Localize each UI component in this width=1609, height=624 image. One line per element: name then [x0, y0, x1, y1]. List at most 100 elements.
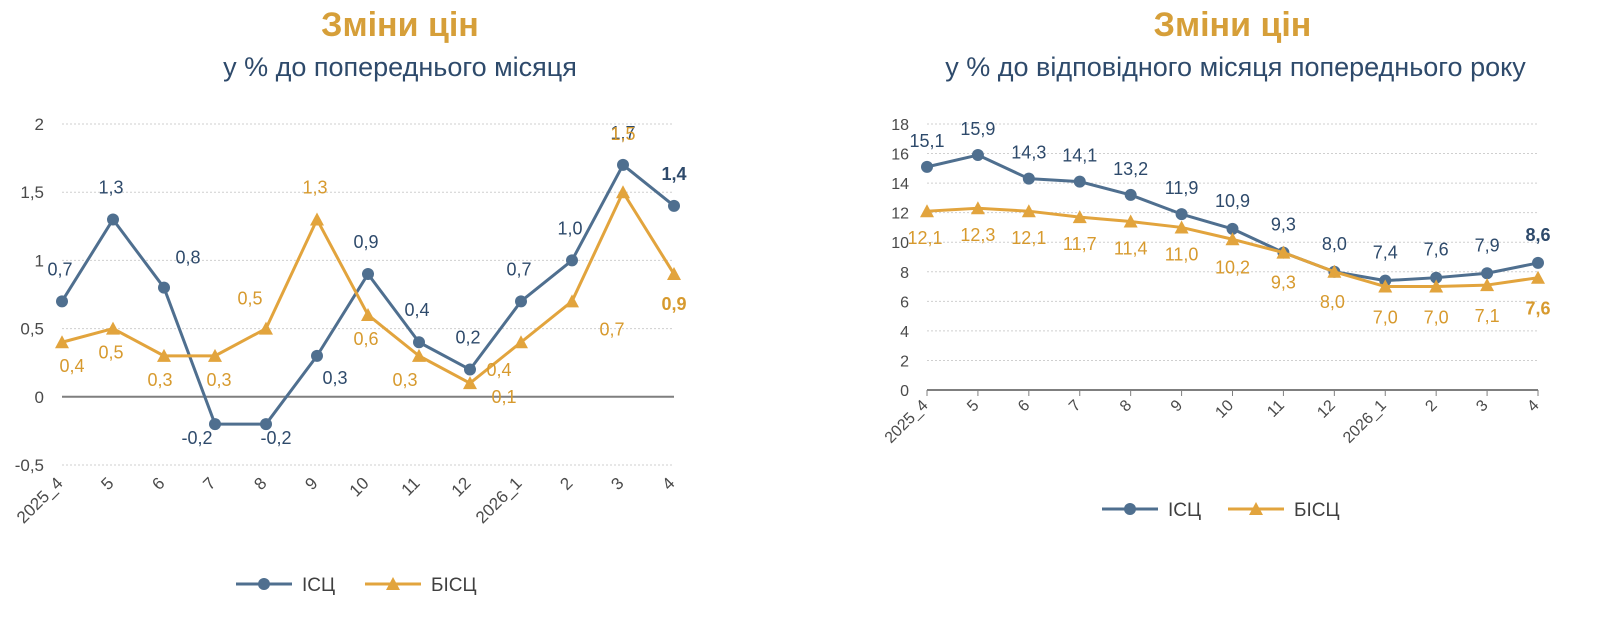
data-label-bisc: 7,0: [1373, 308, 1398, 328]
data-label-isc: 8,6: [1525, 225, 1550, 245]
data-label-isc: 1,4: [661, 164, 686, 184]
data-point-isc: [515, 295, 527, 308]
y-tick-label: 0: [35, 388, 44, 407]
x-tick-label: 5: [964, 397, 982, 415]
data-label-bisc: 0,1: [491, 387, 516, 407]
data-label-isc: 14,3: [1011, 143, 1046, 163]
legend-marker-isc: [1124, 503, 1136, 515]
x-tick-label: 5: [97, 474, 117, 494]
data-point-bisc: [463, 376, 477, 390]
x-tick-label: 3: [607, 474, 627, 494]
data-point-isc: [362, 268, 374, 281]
x-tick-label: 2026_1: [1340, 397, 1390, 447]
chart-subtitle: у % до попереднього місяця: [223, 52, 577, 82]
data-label-bisc: 0,4: [486, 360, 511, 380]
data-label-isc: 15,9: [960, 119, 995, 139]
data-label-bisc: 0,5: [237, 289, 262, 309]
x-tick-label: 9: [301, 474, 321, 494]
chart-title: Зміни цін: [321, 6, 479, 44]
data-label-isc: 8,0: [1322, 234, 1347, 254]
data-label-bisc: 0,3: [392, 370, 417, 390]
data-point-isc: [566, 254, 578, 267]
chart-title: Зміни цін: [1153, 6, 1312, 44]
data-point-isc: [413, 336, 425, 349]
data-label-bisc: 1,3: [302, 177, 327, 197]
x-tick-label: 2: [1422, 397, 1440, 415]
data-point-bisc: [970, 201, 985, 215]
data-point-isc: [1175, 208, 1188, 221]
data-point-bisc: [157, 348, 171, 362]
data-point-bisc: [259, 321, 273, 335]
x-tick-label: 11: [398, 474, 424, 500]
x-tick-label: 7: [1066, 397, 1084, 415]
data-point-isc: [1226, 222, 1239, 235]
legend-label-bisc: БІСЦ: [431, 575, 477, 596]
data-point-bisc: [1327, 264, 1342, 278]
x-tick-label: 8: [250, 474, 270, 494]
data-point-isc: [1022, 172, 1035, 185]
data-point-bisc: [1429, 279, 1444, 293]
data-label-bisc: 0,6: [353, 329, 378, 349]
data-label-isc: 0,9: [353, 232, 378, 252]
data-label-isc: 14,1: [1062, 146, 1097, 166]
data-label-bisc: 1,5: [610, 124, 635, 144]
data-point-bisc: [1021, 204, 1036, 218]
data-label-isc: 1,3: [98, 177, 123, 197]
y-tick-label: 4: [900, 324, 909, 341]
data-point-bisc: [1531, 270, 1545, 284]
data-point-isc: [158, 281, 170, 294]
data-point-bisc: [55, 335, 69, 349]
chart-subtitle: у % до відповідного місяця попереднього …: [945, 52, 1526, 82]
y-tick-label: 0,5: [20, 320, 44, 339]
data-label-bisc: 11,7: [1063, 234, 1097, 254]
data-point-bisc: [1072, 210, 1087, 224]
data-point-isc: [617, 158, 629, 171]
x-tick-label: 7: [199, 474, 219, 494]
data-point-isc: [464, 363, 476, 376]
data-label-bisc: 0,5: [98, 343, 123, 363]
data-label-bisc: 9,3: [1271, 273, 1296, 293]
y-tick-label: 16: [891, 147, 909, 164]
data-point-bisc: [1174, 220, 1189, 234]
y-tick-label: 2: [900, 353, 909, 370]
data-label-isc: 1,0: [557, 218, 582, 238]
data-label-isc: 1,7: [610, 123, 635, 143]
data-label-isc: 15,1: [909, 131, 944, 151]
data-point-bisc: [1378, 279, 1393, 293]
data-point-bisc: [1225, 232, 1240, 246]
data-label-bisc: 7,6: [1525, 299, 1550, 319]
data-label-isc: -0,2: [181, 428, 212, 448]
data-label-bisc: 12,3: [960, 225, 995, 245]
legend-marker-isc: [258, 578, 270, 590]
data-point-isc: [1124, 188, 1137, 201]
data-label-bisc: 0,7: [599, 319, 624, 339]
x-tick-label: 4: [1524, 397, 1542, 415]
y-tick-label: 8: [900, 265, 909, 282]
x-tick-label: 6: [1015, 397, 1033, 415]
legend-label-isc: ІСЦ: [1168, 500, 1201, 521]
data-point-bisc: [361, 307, 375, 321]
data-label-isc: 10,9: [1215, 191, 1250, 211]
data-point-bisc: [208, 348, 222, 362]
data-label-bisc: 11,0: [1165, 244, 1199, 264]
data-label-isc: 0,7: [47, 259, 72, 279]
data-label-bisc: 0,3: [147, 370, 172, 390]
data-point-isc: [1073, 175, 1086, 188]
data-point-isc: [107, 213, 119, 226]
data-label-bisc: 0,3: [206, 370, 231, 390]
data-point-bisc: [106, 321, 120, 335]
x-tick-label: 11: [1264, 397, 1288, 421]
data-point-isc: [1532, 256, 1544, 269]
x-tick-label: 9: [1168, 397, 1186, 415]
data-point-bisc: [412, 348, 426, 362]
y-tick-label: 0: [900, 383, 909, 400]
x-tick-label: 2025_4: [13, 474, 67, 528]
data-point-bisc: [310, 212, 324, 226]
data-label-isc: 0,8: [175, 248, 200, 268]
y-tick-label: 1: [35, 251, 44, 270]
data-point-isc: [1481, 267, 1494, 280]
y-tick-label: 6: [900, 294, 909, 311]
data-label-bisc: 12,1: [907, 228, 942, 248]
y-tick-label: 10: [891, 235, 909, 252]
